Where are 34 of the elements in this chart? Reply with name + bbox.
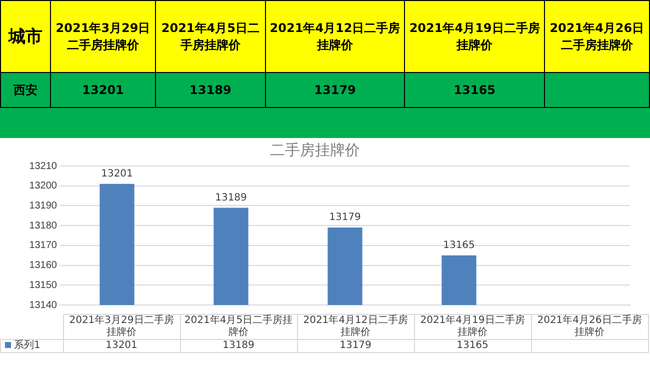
legend-label: 系列1 (0, 340, 63, 352)
x-tick-label: 2021年4月12日二手房挂牌价 (297, 314, 414, 340)
text: 13189 (215, 192, 247, 204)
y-tick-label: 13210 (29, 160, 58, 172)
data-label: 13179 (265, 72, 405, 108)
category-label: 2021年4月5日二手房挂牌价 (161, 20, 260, 52)
y-tick-label: 13170 (29, 240, 58, 252)
text: 13201 (101, 168, 133, 180)
category-label: 2021年4月19日二手房挂牌价 (409, 20, 540, 52)
text: 13189 (222, 340, 254, 351)
text: 城市 (0, 0, 50, 72)
text: 13165 (456, 340, 488, 351)
text: 13201 (106, 340, 138, 351)
chart-title: 二手房挂牌价 (270, 140, 360, 159)
text: 西安 (0, 72, 50, 108)
data-label: 13189 (156, 72, 266, 108)
data-label: 13165 (404, 72, 544, 108)
text: 13165 (443, 240, 475, 251)
x-tick-label: 2021年4月26日二手房挂牌价 (531, 314, 648, 340)
y-tick-label: 13140 (29, 300, 58, 311)
category-label: 2021年4月26日二手房挂牌价 (550, 20, 644, 52)
y-tick-label: 13190 (29, 200, 58, 212)
x-tick-label: 2021年3月29日二手房挂牌价 (63, 314, 180, 340)
data-label: 13201 (50, 72, 156, 108)
text: 13179 (340, 340, 372, 351)
y-tick-label: 13200 (29, 180, 58, 192)
y-tick-label: 13150 (29, 280, 58, 291)
category-label: 2021年3月29日二手房挂牌价 (56, 20, 150, 52)
y-tick-label: 13180 (29, 220, 58, 232)
text: 13179 (329, 212, 361, 224)
x-tick-label: 2021年4月19日二手房挂牌价 (414, 314, 531, 340)
category-label: 2021年4月12日二手房挂牌价 (270, 20, 400, 52)
y-tick-label: 13160 (29, 260, 58, 272)
x-tick-label: 2021年4月5日二手房挂牌价 (180, 314, 297, 340)
